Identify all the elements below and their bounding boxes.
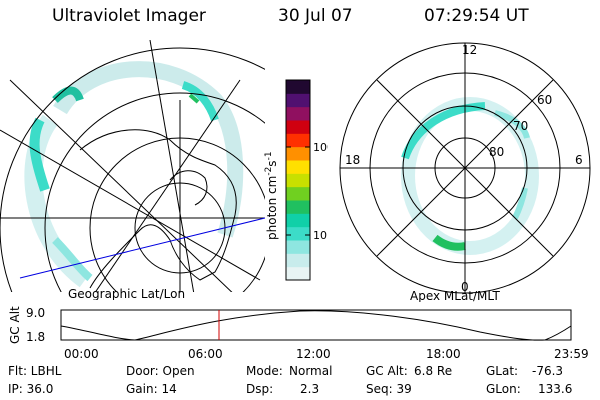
geo-grid: [0, 40, 265, 292]
geo-caption: Geographic Lat/Lon: [68, 287, 185, 300]
mlt-18: 18: [345, 153, 360, 167]
dsp-value: 2.3: [300, 382, 320, 396]
xtick-1200: 12:00: [296, 347, 331, 361]
mode-value: Normal: [289, 364, 333, 378]
altitude-plot: GC Alt 9.0 1.8 00:00 06:00 12:00 18:00 2…: [8, 306, 589, 361]
colorbar-step: [286, 226, 310, 241]
seq-label: Seq: 39: [366, 382, 412, 396]
colorbar-step: [286, 213, 310, 228]
colorbar-step: [286, 106, 310, 121]
gcalt-value: 6.8 Re: [414, 364, 453, 378]
polar-auroral-oval: [401, 97, 539, 255]
altitude-ytick-top: 9.0: [26, 306, 45, 320]
glon-value: 133.6: [538, 382, 573, 396]
door-label: Door: Open: [126, 364, 195, 378]
gain-label: Gain: 14: [126, 382, 177, 396]
coastline: [79, 129, 237, 289]
colorbar-step: [286, 173, 310, 188]
date-label: 30 Jul 07: [278, 6, 353, 26]
geo-auroral-oval: [24, 61, 244, 288]
polar-caption: Apex MLat/MLT: [410, 289, 500, 302]
polar-grid: [339, 42, 591, 294]
mlt-0: 0: [461, 280, 469, 294]
lat-60: 60: [537, 93, 552, 107]
xtick-0600: 06:00: [188, 347, 223, 361]
app-title: Ultraviolet Imager: [52, 6, 206, 26]
mlt-6: 6: [575, 153, 583, 167]
glat-label: GLat:: [486, 364, 519, 378]
altitude-ylabel: GC Alt: [8, 306, 22, 344]
altitude-ytick-bottom: 1.8: [26, 330, 45, 344]
colorbar-step: [286, 120, 310, 134]
colorbar-tick-10: 10: [313, 229, 327, 242]
colorbar-step: [286, 133, 310, 148]
geographic-map: Geographic Lat/Lon: [0, 40, 265, 300]
polar-map: 12 0 18 6 60 70 80 Apex MLat/MLT: [339, 42, 591, 302]
time-label: 07:29:54 UT: [424, 6, 529, 26]
colorbar-step: [286, 146, 310, 161]
ip-label: IP: 36.0: [8, 382, 54, 396]
colorbar-unit: photon cm-2s-1: [264, 151, 279, 240]
lat-70: 70: [513, 119, 528, 133]
satellite-track: [19, 217, 265, 279]
xtick-0000: 00:00: [64, 347, 99, 361]
colorbar-step: [286, 93, 310, 108]
colorbar-step: [286, 160, 310, 174]
xtick-1800: 18:00: [426, 347, 461, 361]
glat-value: -76.3: [532, 364, 564, 378]
glon-label: GLon:: [486, 382, 521, 396]
dsp-label: Dsp:: [246, 382, 274, 396]
gcalt-label: GC Alt:: [366, 364, 408, 378]
colorbar-tick-100: 100: [313, 141, 328, 154]
colorbar-scale: [286, 80, 310, 281]
altitude-curve: [60, 310, 572, 341]
mode-label: Mode:: [246, 364, 283, 378]
flt-label: Flt: LBHL: [8, 364, 62, 378]
colorbar: 100 10 photon cm-2s-1: [264, 79, 328, 281]
svg-text:photon cm-2s-1: photon cm-2s-1: [264, 151, 279, 240]
colorbar-step: [286, 253, 310, 268]
colorbar-step: [286, 80, 310, 94]
xtick-2359: 23:59: [554, 347, 589, 361]
colorbar-step: [286, 200, 310, 214]
lat-80: 80: [489, 145, 504, 159]
colorbar-step: [286, 240, 310, 254]
mlt-12: 12: [462, 43, 477, 57]
altitude-frame: [60, 309, 572, 341]
colorbar-step: [286, 186, 310, 201]
colorbar-step: [286, 266, 310, 281]
